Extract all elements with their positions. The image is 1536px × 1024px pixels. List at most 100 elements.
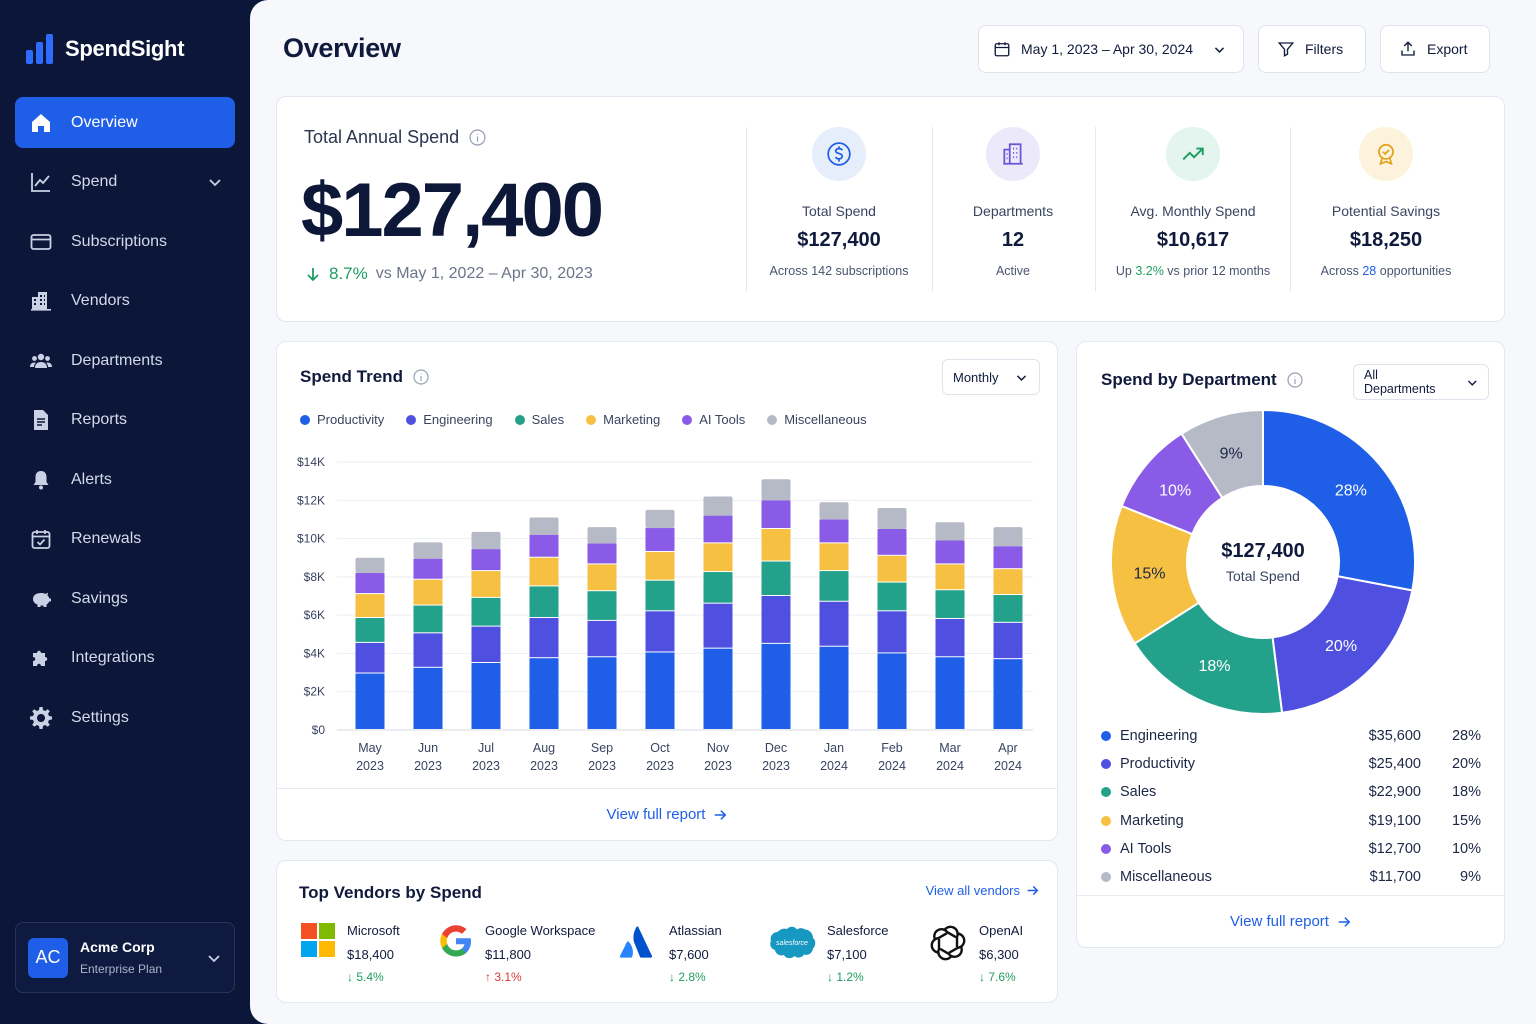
donut-slice[interactable] bbox=[1133, 601, 1284, 715]
bar-segment[interactable] bbox=[703, 603, 733, 648]
bar-segment[interactable] bbox=[645, 580, 675, 611]
vendor-item[interactable]: OpenAI $6,300 ↓ 7.6% bbox=[927, 923, 1023, 984]
account-switcher[interactable]: AC Acme Corp Enterprise Plan bbox=[15, 922, 235, 993]
bar-segment[interactable] bbox=[703, 496, 733, 516]
bar-segment[interactable] bbox=[703, 543, 733, 572]
info-icon[interactable] bbox=[469, 129, 486, 146]
bar-segment[interactable] bbox=[413, 542, 443, 559]
donut-slice[interactable] bbox=[1180, 408, 1264, 500]
donut-slice[interactable] bbox=[1262, 408, 1416, 592]
bar-segment[interactable] bbox=[413, 558, 443, 579]
department-row[interactable]: Sales $22,900 18% bbox=[1101, 778, 1481, 806]
bar-segment[interactable] bbox=[819, 571, 849, 601]
bar-segment[interactable] bbox=[471, 571, 501, 597]
bar-segment[interactable] bbox=[587, 657, 617, 729]
brand[interactable]: SpendSight bbox=[26, 34, 185, 64]
bar-segment[interactable] bbox=[993, 546, 1023, 569]
legend-item[interactable]: Miscellaneous bbox=[767, 412, 867, 427]
bar-segment[interactable] bbox=[935, 540, 965, 564]
bar-segment[interactable] bbox=[935, 564, 965, 590]
bar-segment[interactable] bbox=[587, 527, 617, 544]
bar-segment[interactable] bbox=[645, 652, 675, 729]
sidebar-item-overview[interactable]: Overview bbox=[15, 97, 235, 148]
bar-segment[interactable] bbox=[761, 561, 791, 595]
bar-segment[interactable] bbox=[993, 527, 1023, 547]
info-icon[interactable] bbox=[1287, 372, 1303, 388]
bar-segment[interactable] bbox=[413, 579, 443, 605]
legend-item[interactable]: Sales bbox=[514, 412, 564, 427]
legend-item[interactable]: AI Tools bbox=[682, 412, 745, 427]
bar-segment[interactable] bbox=[529, 658, 559, 729]
bar-segment[interactable] bbox=[413, 633, 443, 667]
bar-segment[interactable] bbox=[877, 582, 907, 611]
sidebar-item-savings[interactable]: Savings bbox=[15, 573, 235, 624]
sidebar-item-vendors[interactable]: Vendors bbox=[15, 276, 235, 327]
bar-segment[interactable] bbox=[935, 618, 965, 657]
export-button[interactable]: Export bbox=[1380, 25, 1490, 73]
department-row[interactable]: AI Tools $12,700 10% bbox=[1101, 835, 1481, 863]
bar-segment[interactable] bbox=[355, 642, 385, 673]
bar-segment[interactable] bbox=[413, 605, 443, 633]
bar-segment[interactable] bbox=[471, 549, 501, 571]
bar-segment[interactable] bbox=[935, 657, 965, 729]
legend-item[interactable]: Engineering bbox=[406, 412, 493, 427]
bar-segment[interactable] bbox=[471, 597, 501, 626]
bar-segment[interactable] bbox=[529, 618, 559, 658]
bar-segment[interactable] bbox=[993, 595, 1023, 622]
bar-segment[interactable] bbox=[355, 618, 385, 642]
bar-segment[interactable] bbox=[819, 502, 849, 520]
sidebar-item-departments[interactable]: Departments bbox=[15, 335, 235, 386]
bar-segment[interactable] bbox=[529, 586, 559, 618]
vendor-item[interactable]: Microsoft $18,400 ↓ 5.4% bbox=[299, 923, 400, 984]
bar-segment[interactable] bbox=[471, 663, 501, 729]
bar-segment[interactable] bbox=[819, 543, 849, 571]
vendor-item[interactable]: Google Workspace $11,800 ↑ 3.1% bbox=[437, 923, 595, 984]
info-icon[interactable] bbox=[413, 369, 429, 385]
legend-item[interactable]: Marketing bbox=[586, 412, 660, 427]
chevron-down-icon[interactable] bbox=[207, 174, 223, 190]
view-full-report-link[interactable]: View full report bbox=[277, 788, 1057, 840]
sidebar-item-reports[interactable]: Reports bbox=[15, 395, 235, 446]
bar-segment[interactable] bbox=[877, 507, 907, 529]
bar-segment[interactable] bbox=[587, 564, 617, 591]
view-all-vendors-link[interactable]: View all vendors bbox=[926, 883, 1039, 898]
legend-item[interactable]: Productivity bbox=[300, 412, 384, 427]
department-row[interactable]: Miscellaneous $11,700 9% bbox=[1101, 863, 1481, 891]
bar-segment[interactable] bbox=[703, 648, 733, 729]
bar-segment[interactable] bbox=[877, 529, 907, 555]
bar-segment[interactable] bbox=[877, 555, 907, 582]
bar-segment[interactable] bbox=[761, 529, 791, 561]
bar-segment[interactable] bbox=[645, 528, 675, 551]
sidebar-item-alerts[interactable]: Alerts bbox=[15, 454, 235, 505]
bar-segment[interactable] bbox=[935, 590, 965, 618]
bar-segment[interactable] bbox=[587, 591, 617, 620]
department-filter-select[interactable]: All Departments bbox=[1353, 364, 1489, 400]
department-row[interactable]: Marketing $19,100 15% bbox=[1101, 807, 1481, 835]
bar-segment[interactable] bbox=[993, 622, 1023, 659]
bar-segment[interactable] bbox=[703, 515, 733, 543]
bar-segment[interactable] bbox=[355, 673, 385, 729]
bar-segment[interactable] bbox=[529, 534, 559, 557]
bar-segment[interactable] bbox=[645, 611, 675, 652]
donut-slice[interactable] bbox=[1271, 575, 1414, 714]
bar-segment[interactable] bbox=[819, 519, 849, 543]
bar-segment[interactable] bbox=[471, 531, 501, 550]
sidebar-item-spend[interactable]: Spend bbox=[15, 157, 235, 208]
bar-segment[interactable] bbox=[645, 551, 675, 580]
bar-segment[interactable] bbox=[877, 653, 907, 729]
bar-segment[interactable] bbox=[471, 626, 501, 662]
bar-segment[interactable] bbox=[819, 601, 849, 646]
bar-segment[interactable] bbox=[761, 500, 791, 528]
bar-segment[interactable] bbox=[529, 517, 559, 535]
bar-segment[interactable] bbox=[355, 557, 385, 574]
bar-segment[interactable] bbox=[645, 509, 675, 529]
bar-segment[interactable] bbox=[761, 643, 791, 729]
bar-segment[interactable] bbox=[355, 594, 385, 618]
sidebar-item-renewals[interactable]: Renewals bbox=[15, 514, 235, 565]
vendor-item[interactable]: salesforce Salesforce $7,100 ↓ 1.2% bbox=[767, 923, 888, 984]
bar-segment[interactable] bbox=[587, 543, 617, 564]
bar-segment[interactable] bbox=[761, 596, 791, 643]
bar-segment[interactable] bbox=[819, 646, 849, 729]
vendor-item[interactable]: Atlassian $7,600 ↓ 2.8% bbox=[615, 923, 722, 984]
date-range-picker[interactable]: May 1, 2023 – Apr 30, 2024 bbox=[978, 25, 1244, 73]
